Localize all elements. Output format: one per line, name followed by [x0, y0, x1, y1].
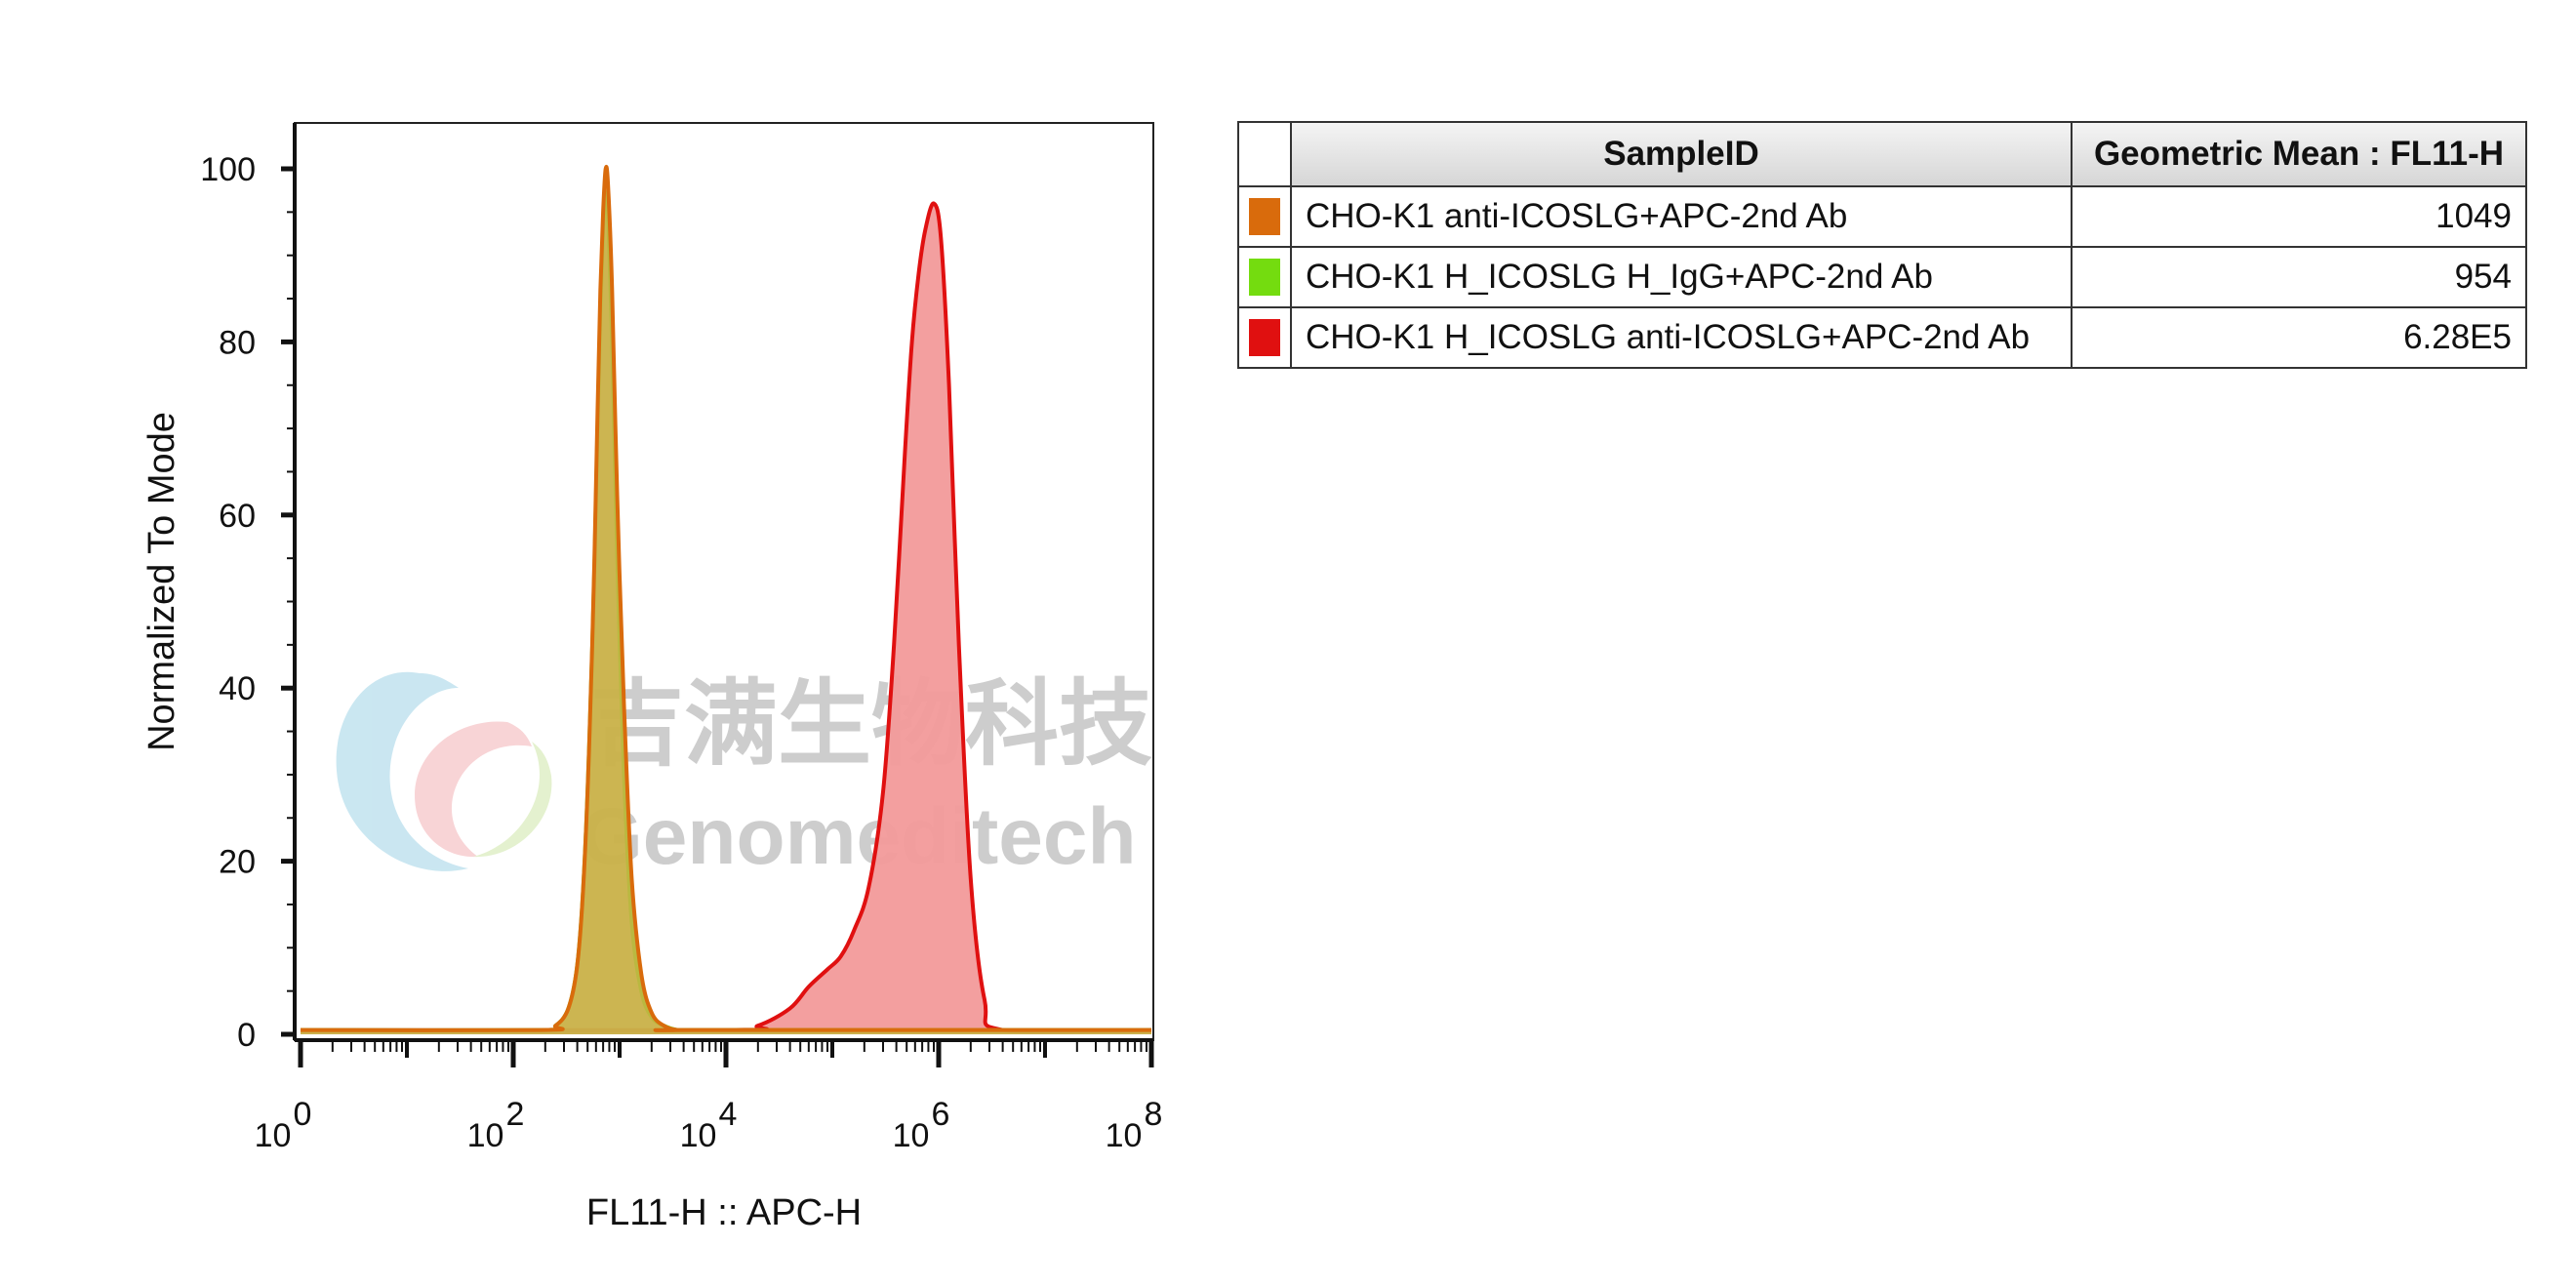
- y-tick-label: 40: [219, 670, 256, 707]
- y-tick-label: 100: [200, 151, 256, 188]
- plot-frame: [294, 122, 1154, 1041]
- legend-geometric-mean: 954: [2071, 246, 2527, 308]
- watermark-english: Genomeditech: [581, 792, 1137, 881]
- axes: 0 20 40 60 80 100 100 102 104 106 108: [200, 123, 1162, 1154]
- legend-geometric-mean: 1049: [2071, 185, 2527, 248]
- x-tick-label: 104: [680, 1096, 738, 1154]
- series-fill-2: [301, 192, 1151, 1034]
- legend-header-swatch: [1237, 121, 1292, 187]
- legend-swatch-cell: [1237, 185, 1292, 248]
- legend-swatch-cell: [1237, 246, 1292, 308]
- sample-legend-table: SampleID Geometric Mean : FL11-H CHO-K1 …: [1237, 121, 2527, 369]
- legend-sample-id: CHO-K1 anti-ICOSLG+APC-2nd Ab: [1290, 185, 2073, 248]
- legend-row: CHO-K1 H_ICOSLG anti-ICOSLG+APC-2nd Ab 6.…: [1237, 306, 2527, 369]
- series-line-2: [300, 190, 1151, 1032]
- x-tick-label: 102: [467, 1096, 525, 1154]
- legend-sample-id: CHO-K1 H_ICOSLG H_IgG+APC-2nd Ab: [1290, 246, 2073, 308]
- y-tick-label: 20: [219, 844, 256, 881]
- y-axis-title: Normalized To Mode: [141, 412, 182, 751]
- x-tick-label: 100: [255, 1096, 312, 1154]
- series-fill-1: [301, 166, 1151, 1034]
- series-fill-3: [301, 203, 1151, 1035]
- legend-header-sample: SampleID: [1290, 121, 2073, 187]
- legend-swatch: [1249, 259, 1280, 296]
- watermark-chinese: 吉满生物科技: [590, 672, 1152, 777]
- x-axis-title: FL11-H :: APC-H: [586, 1192, 862, 1233]
- legend-sample-id: CHO-K1 H_ICOSLG anti-ICOSLG+APC-2nd Ab: [1290, 306, 2073, 369]
- legend-swatch: [1249, 198, 1280, 235]
- y-tick-label: 80: [219, 324, 256, 361]
- x-tick-label: 108: [1106, 1096, 1163, 1154]
- legend-row: CHO-K1 anti-ICOSLG+APC-2nd Ab 1049: [1237, 185, 2527, 248]
- legend-header-row: SampleID Geometric Mean : FL11-H: [1237, 121, 2527, 187]
- series-line-1: [300, 164, 1151, 1032]
- x-tick-label: 106: [893, 1096, 950, 1154]
- legend-header-value: Geometric Mean : FL11-H: [2071, 121, 2527, 187]
- legend-geometric-mean: 6.28E5: [2071, 306, 2527, 369]
- y-tick-label: 60: [219, 498, 256, 535]
- legend-swatch-cell: [1237, 306, 1292, 369]
- series-line-3: [300, 201, 1152, 1034]
- histogram-curves: [300, 164, 1152, 1035]
- legend-row: CHO-K1 H_ICOSLG H_IgG+APC-2nd Ab 954: [1237, 246, 2527, 308]
- watermark-logo: [336, 671, 552, 871]
- y-tick-label: 0: [237, 1017, 256, 1054]
- legend-swatch: [1249, 319, 1280, 356]
